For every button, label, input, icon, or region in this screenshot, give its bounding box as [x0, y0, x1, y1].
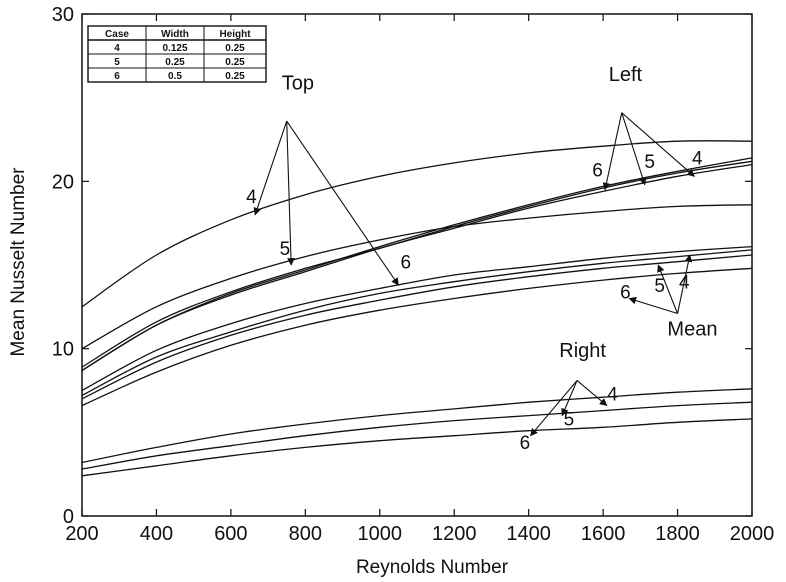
x-axis-title: Reynolds Number — [356, 557, 509, 578]
table-cell: 4 — [114, 43, 120, 54]
table-cell: 0.5 — [168, 71, 182, 82]
x-tick-label: 1400 — [506, 523, 551, 545]
series-line-9 — [81, 267, 753, 407]
table-header-cell: Case — [105, 29, 129, 40]
annotation-case-label: 6 — [620, 282, 631, 303]
annotation-arrow — [677, 254, 693, 314]
series-line-2 — [81, 204, 753, 350]
table-cell: 0.25 — [165, 57, 185, 68]
annotation-case-label: 6 — [401, 252, 412, 273]
x-tick-label: 200 — [65, 523, 98, 545]
x-tick-label: 800 — [289, 523, 322, 545]
annotation-right: Right 6 5 4 — [520, 340, 618, 454]
series-line-4 — [81, 157, 753, 371]
x-tick-label: 600 — [214, 523, 247, 545]
annotation-case-label: 6 — [520, 433, 531, 454]
annotation-case-label: 4 — [607, 385, 618, 406]
annotation-label-right: Right — [559, 340, 606, 362]
x-tick-label: 1800 — [655, 523, 700, 545]
annotation-arrow — [286, 120, 399, 286]
x-tick-label: 1600 — [581, 523, 626, 545]
table-header-cell: Width — [161, 29, 189, 40]
y-tick-label: 10 — [52, 339, 74, 361]
series-line-12 — [81, 418, 753, 477]
y-axis-title: Mean Nusselt Number — [8, 167, 29, 357]
table-cell: 0.125 — [162, 43, 187, 54]
annotation-arrow — [628, 296, 678, 315]
series-line-7 — [81, 249, 753, 397]
table-cell: 0.25 — [225, 43, 245, 54]
y-tick-label: 0 — [63, 506, 74, 528]
annotation-arrow — [602, 112, 623, 191]
x-tick-label: 400 — [140, 523, 173, 545]
series-line-1 — [81, 140, 753, 308]
annotation-case-label: 6 — [592, 160, 603, 181]
x-tick-label: 1200 — [432, 523, 477, 545]
table-cell: 6 — [114, 71, 120, 82]
annotation-case-label: 5 — [280, 239, 291, 260]
table-cell: 0.25 — [225, 71, 245, 82]
annotation-label-mean: Mean — [667, 318, 717, 340]
series-line-6 — [81, 245, 753, 392]
annotation-case-label: 5 — [644, 152, 655, 173]
annotation-arrow — [561, 380, 578, 417]
annotation-arrow — [621, 112, 647, 186]
series-line-5 — [81, 163, 753, 371]
annotation-case-label: 4 — [679, 272, 690, 293]
annotation-arrow — [253, 120, 288, 216]
series-line-10 — [81, 388, 753, 464]
annotation-label-top: Top — [282, 72, 314, 94]
table-header-cell: Height — [219, 29, 251, 40]
annotation-case-label: 4 — [692, 149, 703, 170]
series-line-11 — [81, 401, 753, 470]
annotation-case-label: 4 — [246, 187, 257, 208]
annotation-arrow — [621, 112, 695, 177]
annotation-case-label: 5 — [654, 276, 665, 297]
y-tick-label: 20 — [52, 171, 74, 193]
table-cell: 5 — [114, 57, 120, 68]
annotation-case-label: 5 — [564, 410, 575, 431]
annotation-mean: Mean 6 5 4 — [620, 254, 717, 340]
annotation-arrow — [657, 264, 679, 314]
annotation-left: Left 6 5 4 — [592, 64, 703, 191]
annotation-arrow — [530, 380, 578, 437]
annotation-label-left: Left — [609, 64, 643, 86]
annotation-arrow — [576, 380, 608, 407]
case-table: Case Width Height 4 0.125 0.25 5 0.25 0.25 6 0.5 0.… — [87, 25, 267, 83]
series-line-8 — [81, 254, 753, 400]
annotation-top: Top 4 5 6 — [246, 72, 412, 286]
annotation-arrow — [286, 121, 295, 266]
table-cell: 0.25 — [225, 57, 245, 68]
x-tick-label: 2000 — [730, 523, 775, 545]
x-tick-label: 1000 — [358, 523, 403, 545]
axes: 200 400 600 800 1000 1200 1400 1600 1800 2000 0 10 2… — [52, 4, 775, 545]
y-tick-label: 30 — [52, 4, 74, 26]
series-lines — [81, 140, 753, 477]
plot-frame — [81, 13, 753, 517]
